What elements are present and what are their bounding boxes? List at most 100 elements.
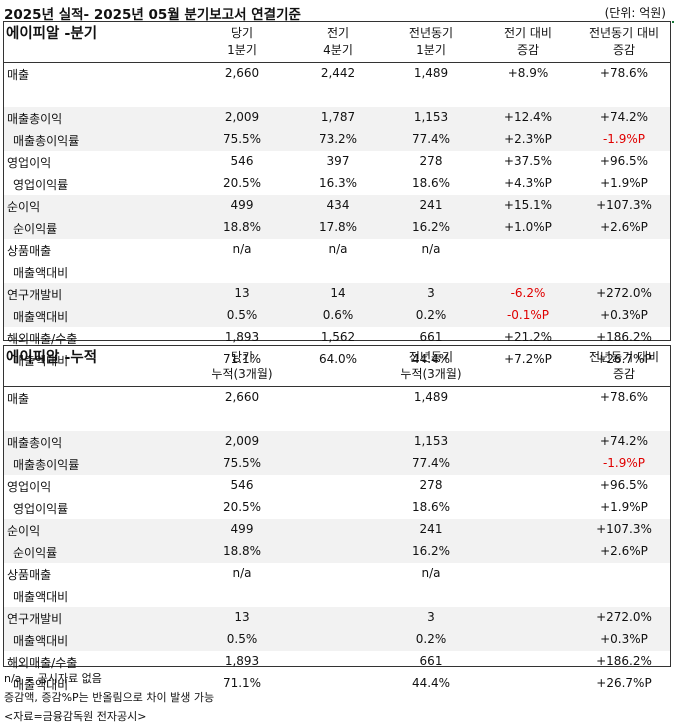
table-cell: 1,489: [413, 66, 449, 80]
table-row: 매출 2,660 1,489 +78.6%: [4, 387, 670, 409]
row-label: 순이익률: [13, 546, 58, 560]
column-header: 전년동기 대비 증감: [569, 349, 676, 383]
table-cell: 0.5%: [226, 308, 258, 322]
table-row: 매출총이익률 75.5% 73.2% 77.4% +2.3%P -1.9%P: [4, 129, 670, 151]
table-row: 해외매출/수출 1,893 661 +186.2%: [4, 651, 670, 673]
table-cell: -6.2%: [510, 286, 546, 300]
table-row: 매출총이익 2,009 1,787 1,153 +12.4% +74.2%: [4, 107, 670, 129]
title-bar: 2025년 실적- 2025년 05월 분기보고서 연결기준 (단위: 억원): [0, 0, 676, 23]
row-label: 매출액대비: [13, 266, 69, 280]
row-label: 영업이익률: [13, 178, 69, 192]
table-cell: +7.2%P: [504, 352, 552, 366]
table-cell: 2,442: [320, 66, 356, 80]
table-cell: +0.3%P: [600, 632, 648, 646]
table-row: 매출액대비 0.5% 0.2% +0.3%P: [4, 629, 670, 651]
quarterly-table-title: 에이피알 -분기: [6, 26, 98, 42]
table-cell: 44.4%: [411, 676, 451, 690]
table-cell: 3: [427, 286, 435, 300]
table-row: 영업이익률 20.5% 16.3% 18.6% +4.3%P +1.9%P: [4, 173, 670, 195]
table-cell: +107.3%: [596, 198, 652, 212]
table-cell: 18.6%: [411, 500, 451, 514]
table-cell: +12.4%: [503, 110, 553, 124]
column-header-line2: 1분기: [227, 43, 257, 57]
table-cell: 661: [419, 654, 443, 668]
row-label: 매출총이익: [7, 436, 63, 450]
row-label: 영업이익: [7, 156, 52, 170]
table-cell: 0.2%: [415, 632, 447, 646]
table-cell: 1,489: [413, 390, 449, 404]
table-cell: -0.1%P: [506, 308, 550, 322]
column-header-line1: 당기: [230, 26, 254, 40]
table-cell: +2.6%P: [600, 544, 648, 558]
table-cell: +2.3%P: [504, 132, 552, 146]
table-row: 순이익률 18.8% 16.2% +2.6%P: [4, 541, 670, 563]
table-cell: 16.2%: [411, 544, 451, 558]
table-cell: +1.0%P: [504, 220, 552, 234]
column-header-line1: 당기: [230, 350, 254, 364]
cumulative-table: 에이피알 -누적 당기 누적(3개월) 전년동기 누적(3개월) 전년동기 대비 증감 매…: [3, 345, 671, 692]
row-label: 매출총이익: [7, 112, 63, 126]
row-label: 매출: [7, 68, 30, 82]
table-cell: +96.5%: [599, 478, 649, 492]
row-label: 매출총이익률: [13, 134, 80, 148]
table-cell: 397: [326, 154, 350, 168]
table-cell: +272.0%: [596, 610, 652, 624]
table-cell: 1,893: [224, 654, 260, 668]
footnote-rounding: 증감액, 증감%P는 반올림으로 차이 발생 가능: [4, 691, 215, 704]
unit-label: (단위: 억원): [604, 6, 666, 20]
table-cell: 2,660: [224, 66, 260, 80]
cumulative-table-body: 매출 2,660 1,489 +78.6% 매출총이익 2,009 1,153 +74.2% 매…: [4, 387, 670, 695]
table-cell: 71.1%: [222, 352, 262, 366]
row-label: 순이익: [7, 200, 41, 214]
quarterly-table: 에이피알 -분기 당기 1분기 전기 4분기 전년동기 1분기 전기 대비 증감 전년동기 대비…: [3, 21, 671, 368]
column-header-line1: 전년동기 대비: [588, 26, 660, 40]
row-label: 매출총이익률: [13, 458, 80, 472]
table-row: 영업이익 546 278 +96.5%: [4, 475, 670, 497]
footnote-na: n/a = 공시자료 없음: [4, 672, 102, 685]
row-label: 해외매출/수출: [7, 332, 78, 346]
row-label: 매출액대비: [13, 678, 69, 692]
table-cell: 1,153: [413, 434, 449, 448]
table-cell: +272.0%: [596, 286, 652, 300]
column-header-line1: 전년동기: [408, 26, 454, 40]
table-cell: 1,787: [320, 110, 356, 124]
table-cell: 241: [419, 522, 443, 536]
column-header: 당기 누적(3개월): [187, 349, 297, 383]
table-cell: n/a: [232, 566, 252, 580]
table-row: 매출액대비 71.1% 44.4% +26.7%P: [4, 673, 670, 695]
table-cell: 77.4%: [411, 132, 451, 146]
table-cell: +2.6%P: [600, 220, 648, 234]
report-title: 2025년 실적- 2025년 05월 분기보고서 연결기준: [4, 7, 301, 23]
table-cell: +15.1%: [503, 198, 553, 212]
table-cell: -1.9%P: [602, 132, 646, 146]
column-header: 당기 1분기: [192, 25, 292, 59]
table-cell: n/a: [421, 566, 441, 580]
table-cell: n/a: [328, 242, 348, 256]
row-label: 영업이익률: [13, 502, 69, 516]
table-cell: +21.2%: [503, 330, 553, 344]
table-cell: -1.9%P: [602, 456, 646, 470]
table-row: 연구개발비 13 14 3 -6.2% +272.0%: [4, 283, 670, 305]
row-label: 순이익: [7, 524, 41, 538]
table-cell: 13: [234, 286, 250, 300]
column-header: 전기 4분기: [288, 25, 388, 59]
table-cell: 73.2%: [318, 132, 358, 146]
table-cell: 18.8%: [222, 544, 262, 558]
table-cell: +26.7%P: [596, 352, 652, 366]
table-cell: 18.8%: [222, 220, 262, 234]
cumulative-table-title: 에이피알 -누적: [6, 350, 98, 366]
table-cell: 546: [230, 154, 254, 168]
table-cell: +74.2%: [599, 434, 649, 448]
table-cell: 14: [330, 286, 346, 300]
table-row: 순이익 499 241 +107.3%: [4, 519, 670, 541]
table-row: 매출액대비 71.1% 64.0% 44.4% +7.2%P +26.7%P: [4, 349, 670, 371]
row-label: 매출액대비: [13, 354, 69, 368]
row-label: 연구개발비: [7, 612, 63, 626]
table-cell: 0.5%: [226, 632, 258, 646]
table-row: 영업이익률 20.5% 18.6% +1.9%P: [4, 497, 670, 519]
table-cell: 2,660: [224, 390, 260, 404]
row-label: 매출액대비: [13, 634, 69, 648]
table-cell: +186.2%: [596, 330, 652, 344]
table-row: 상품매출 n/a n/a: [4, 563, 670, 585]
table-cell: 16.3%: [318, 176, 358, 190]
